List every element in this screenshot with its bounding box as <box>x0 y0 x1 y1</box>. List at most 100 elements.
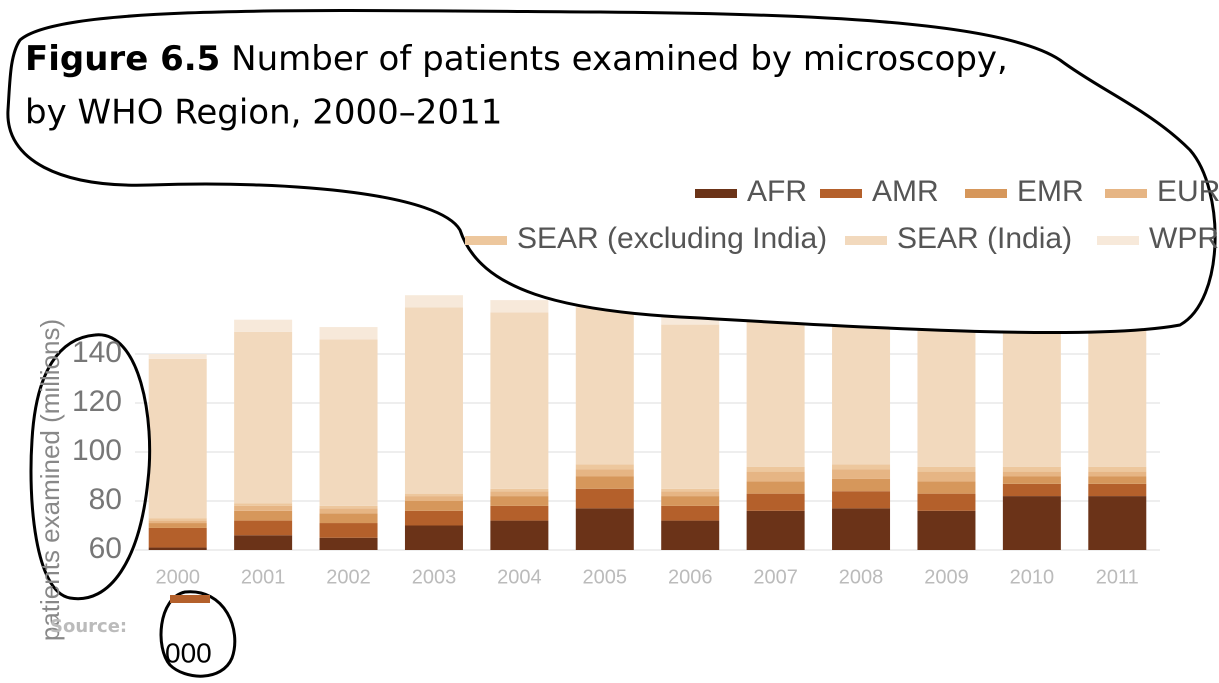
y-tick-label: 120 <box>72 385 122 418</box>
x-tick-label: 2005 <box>583 566 628 588</box>
y-tick-label: 80 <box>89 483 122 516</box>
bar-segment <box>404 307 463 494</box>
bar-segment <box>148 358 207 519</box>
bar-segment <box>1002 496 1061 550</box>
bar-segment <box>148 527 207 548</box>
bar-segment <box>1088 471 1147 477</box>
bar-segment <box>234 505 293 511</box>
bar-segment <box>832 469 891 479</box>
bar-segment <box>1002 466 1061 472</box>
bar-segment <box>746 466 805 472</box>
legend-swatch <box>465 236 507 245</box>
bar-segment <box>1002 324 1061 467</box>
bar-segment <box>1002 471 1061 477</box>
y-ticks: 60 80 100 120 140 <box>72 336 122 565</box>
bar-segment <box>319 513 378 524</box>
bar-segment <box>746 471 805 482</box>
bar-segment <box>148 523 207 528</box>
bar-segment <box>148 520 207 524</box>
legend-label: SEAR (India) <box>897 222 1072 255</box>
legend-label: SEAR (excluding India) <box>517 222 827 255</box>
bar-segment <box>148 354 207 359</box>
bar-segment <box>917 481 976 494</box>
title-line2: by WHO Region, 2000–2011 <box>25 93 502 133</box>
annotation: 000 <box>165 637 212 668</box>
bar-segment <box>661 491 720 497</box>
y-tick-label: 100 <box>72 434 122 467</box>
bar-segment <box>319 508 378 514</box>
bar-segment <box>832 491 891 509</box>
legend-label: WPR <box>1149 222 1219 255</box>
title: Figure 6.5 Number of patients examined b… <box>25 39 1008 79</box>
bar-segment <box>832 478 891 492</box>
bar-segment <box>917 471 976 482</box>
legend-swatch <box>965 189 1007 198</box>
bar-segment <box>1088 476 1147 484</box>
bar-segment <box>575 464 634 470</box>
legend-label: AMR <box>872 175 939 208</box>
bar-segment <box>234 535 293 550</box>
bar-segment <box>832 508 891 550</box>
bar-segment <box>490 488 549 492</box>
y-tick-label: 140 <box>72 336 122 369</box>
x-tick-label: 2011 <box>1096 566 1139 588</box>
bar-segment <box>917 466 976 472</box>
legend-label: EMR <box>1017 175 1084 208</box>
legend-swatch <box>695 189 737 198</box>
bar-segment <box>575 307 634 465</box>
bar-segment <box>575 469 634 477</box>
annotation-outline <box>159 590 237 678</box>
bar-segment <box>234 319 293 332</box>
x-tick-label: 2001 <box>241 566 286 588</box>
bar-segment <box>404 501 463 511</box>
bar-segment <box>490 491 549 497</box>
plot-area: 2000 2001 2002 2003 2004 2005 2006 2007 2008 2009… <box>135 295 1160 588</box>
bar-segment <box>661 520 720 550</box>
title-bold: Figure 6.5 <box>25 39 220 79</box>
bar-segment <box>319 523 378 538</box>
bar-segment <box>319 505 378 509</box>
bar-segment <box>661 488 720 492</box>
bar-segment <box>575 476 634 489</box>
x-tick-label: 2002 <box>326 566 371 588</box>
bar-segment <box>832 317 891 465</box>
bar-segment <box>746 319 805 467</box>
legend-swatch <box>820 189 862 198</box>
bar-segment <box>319 537 378 550</box>
bar-segment <box>1088 483 1147 497</box>
bar-segment <box>661 324 720 489</box>
bar-segment <box>917 510 976 550</box>
bar-segment <box>234 331 293 504</box>
bar-segment <box>404 510 463 526</box>
x-tick-label: 2006 <box>668 566 713 588</box>
bar-segment <box>234 503 293 506</box>
bar-segment <box>832 464 891 470</box>
x-tick-label: 2003 <box>412 566 457 588</box>
legend-swatch <box>1105 189 1147 198</box>
bar-segment <box>404 496 463 501</box>
bar-segment <box>490 505 549 521</box>
x-tick-label: 2000 <box>155 566 200 588</box>
annotation-swatch <box>170 595 210 603</box>
bar-segment <box>746 493 805 511</box>
bar-segment <box>490 496 549 506</box>
bar-segment <box>490 300 549 313</box>
legend-label: AFR <box>747 175 807 208</box>
title-text: Number of patients examined by microscop… <box>231 39 1008 79</box>
bar-segment <box>746 510 805 550</box>
x-tick-label: 2008 <box>839 566 884 588</box>
x-tick-label: 2007 <box>753 566 798 588</box>
bar-segment <box>148 547 207 550</box>
bar-segment <box>1002 483 1061 497</box>
bar-segment <box>575 508 634 550</box>
bar-segment <box>404 295 463 308</box>
legend-label: EUR <box>1157 175 1219 208</box>
bar-segment <box>404 493 463 497</box>
x-tick-label: 2009 <box>924 566 969 588</box>
bar-segment <box>319 327 378 340</box>
y-axis-label: patients examined (millions) <box>35 319 65 641</box>
legend-swatch <box>845 236 887 245</box>
axis-outline <box>29 333 152 601</box>
bar-segment <box>490 520 549 550</box>
